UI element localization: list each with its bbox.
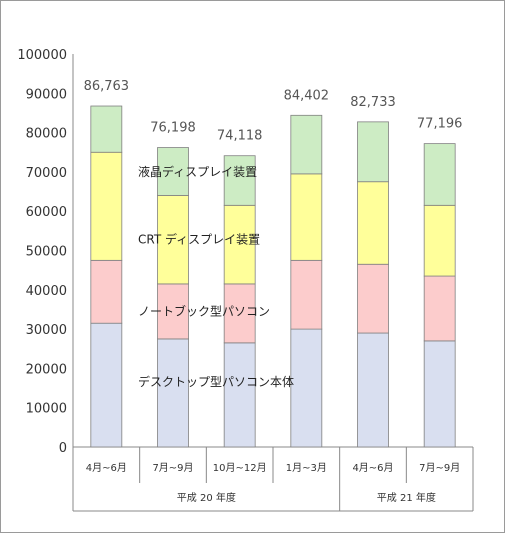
bar-segment: [223, 342, 256, 448]
y-tick-label: 100000: [17, 48, 67, 63]
x-category-label: 1月~3月: [286, 462, 327, 474]
x-group-label: 平成 20 年度: [177, 491, 236, 504]
x-category-label: 10月~12月: [213, 462, 267, 474]
series-labels: 86,763 76,198 74,118 84,402 82,733 77,196 デスクト…: [84, 79, 463, 389]
series-label: 液晶ディスプレイ装置: [138, 164, 257, 179]
y-tick-label: 50000: [26, 245, 67, 260]
y-tick-label: 60000: [26, 205, 67, 220]
x-category-label: 4月~6月: [352, 462, 393, 474]
bar-total-label: 76,198: [150, 121, 196, 136]
bar-segment: [357, 181, 389, 265]
bar-total-label: 82,733: [350, 95, 396, 110]
bar-segment: [90, 151, 123, 261]
bars: [90, 105, 456, 448]
x-category-label: 7月~9月: [419, 462, 460, 474]
bar-segment: [423, 340, 456, 448]
axes: 0 10000 20000 30000 40000 50000 60000 70000 8000…: [17, 48, 474, 512]
y-tick-label: 30000: [26, 323, 67, 338]
y-tick-label: 40000: [26, 284, 67, 299]
y-tick-label: 10000: [26, 402, 67, 417]
bar-segment: [157, 338, 189, 448]
y-tick-label: 70000: [26, 166, 67, 181]
x-category-label: 7月~9月: [152, 462, 193, 474]
bar-segment: [290, 114, 323, 175]
bar-segment: [223, 204, 256, 285]
y-tick-label: 90000: [26, 87, 67, 102]
bar-segment: [357, 263, 389, 334]
x-group-label: 平成 21 年度: [377, 491, 436, 504]
y-tick-label: 20000: [26, 362, 67, 377]
bar-segment: [290, 173, 323, 261]
bar-segment: [423, 143, 456, 206]
bar-segment: [423, 275, 456, 342]
bar-segment: [290, 259, 323, 330]
y-tick-label: 0: [59, 441, 67, 456]
series-label: ノートブック型パソコン: [138, 303, 270, 318]
bar-segment: [357, 332, 389, 448]
bar-segment: [357, 121, 389, 183]
bar-total-label: 74,118: [217, 129, 263, 144]
bar-total-label: 86,763: [84, 79, 130, 94]
bar-segment: [90, 105, 123, 153]
series-label: デスクトップ型パソコン本体: [138, 374, 294, 389]
bar-segment: [290, 328, 323, 448]
bar-total-label: 77,196: [417, 117, 463, 132]
bar-total-label: 84,402: [284, 88, 330, 103]
series-label: CRT ディスプレイ装置: [138, 232, 260, 247]
x-category-label: 4月~6月: [86, 462, 127, 474]
bar-segment: [157, 283, 189, 340]
bar-segment: [223, 155, 256, 206]
bar-segment: [157, 195, 189, 285]
bar-segment: [90, 259, 123, 324]
bar-segment: [423, 204, 456, 277]
bar-segment: [157, 147, 189, 196]
bar-segment: [90, 322, 123, 448]
y-tick-label: 80000: [26, 127, 67, 142]
